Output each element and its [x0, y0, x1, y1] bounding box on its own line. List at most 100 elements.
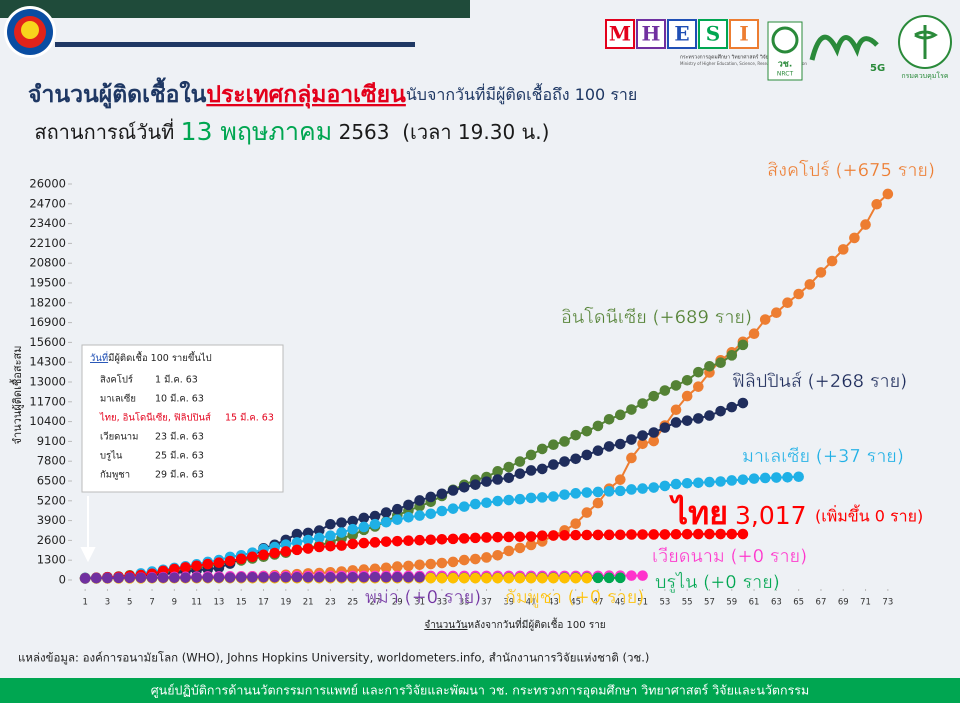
x-tick-label: 57: [704, 598, 715, 608]
top-line: [55, 42, 415, 47]
y-tick-label: 2600: [37, 533, 66, 547]
x-tick-label: 35: [459, 598, 470, 608]
data-point: [280, 546, 292, 557]
data-point: [191, 560, 202, 572]
data-point: [380, 536, 392, 547]
data-point: [592, 497, 604, 509]
data-point: [559, 572, 570, 584]
data-point: [213, 572, 225, 583]
data-point: [626, 570, 637, 581]
x-tick-label: 29: [392, 598, 403, 608]
x-tick-label: 25: [347, 598, 358, 608]
data-point: [79, 573, 91, 584]
y-tick-label: 13000: [29, 375, 66, 389]
data-point: [481, 552, 492, 563]
data-point: [492, 549, 503, 561]
data-point: [514, 456, 526, 467]
data-point: [637, 398, 648, 409]
data-point: [202, 558, 214, 570]
data-point: [693, 528, 704, 540]
x-tick-label: 51: [637, 598, 648, 608]
data-point: [614, 485, 626, 497]
data-point: [804, 279, 816, 290]
data-point: [157, 572, 169, 584]
data-point: [581, 529, 593, 541]
data-point: [659, 422, 671, 433]
data-point: [247, 551, 258, 563]
data-point: [759, 314, 771, 325]
y-axis-label: จำนวนผู้ติดเชื้อสะสม: [9, 346, 24, 445]
data-point: [614, 529, 626, 541]
data-point: [737, 528, 749, 540]
data-point: [559, 436, 570, 447]
subtitle-date: 13 พฤษภาคม: [181, 117, 333, 146]
data-point: [548, 530, 559, 541]
data-point: [614, 409, 626, 421]
data-point: [392, 561, 403, 572]
asean-logo: [4, 6, 56, 58]
x-tick-label: 45: [570, 598, 581, 608]
y-tick-label: 16900: [29, 315, 66, 329]
data-point: [693, 413, 704, 424]
data-point: [559, 489, 570, 500]
x-tick-label: 15: [236, 598, 247, 608]
data-point: [447, 485, 459, 496]
data-point: [548, 572, 559, 584]
data-point: [715, 405, 726, 417]
data-point: [693, 381, 704, 392]
x-tick-label: 53: [659, 598, 670, 608]
data-point: [392, 535, 403, 547]
data-point: [470, 532, 481, 544]
x-tick-label: 39: [503, 598, 514, 608]
data-point: [347, 523, 359, 535]
data-point: [146, 572, 158, 584]
data-point: [380, 571, 392, 583]
data-point: [291, 537, 303, 548]
series-label: อินโดนีเซีย (+689 ราย): [561, 306, 752, 328]
data-point: [704, 360, 715, 372]
data-point: [470, 479, 481, 490]
data-point: [347, 515, 359, 527]
series-label: พม่า (+0 ราย): [365, 587, 481, 608]
data-point: [525, 465, 537, 476]
title-highlight: ประเทศกลุ่มอาเซียน: [206, 82, 406, 109]
x-tick-label: 33: [436, 598, 447, 608]
data-point: [648, 482, 660, 493]
data-point: [425, 572, 437, 584]
data-point: [581, 572, 593, 584]
data-point: [726, 475, 738, 486]
data-point: [670, 528, 682, 540]
data-point: [637, 483, 648, 494]
data-point: [347, 538, 359, 550]
x-tick-label: 59: [726, 598, 737, 608]
data-point: [425, 491, 437, 503]
note-title-part: วันที่: [90, 351, 108, 364]
data-point: [247, 572, 258, 583]
data-point: [548, 439, 559, 451]
data-point: [626, 404, 637, 415]
data-point: [380, 516, 392, 528]
data-point: [458, 554, 470, 566]
data-point: [313, 541, 325, 553]
data-point: [358, 571, 370, 583]
x-axis-label: จำนวนวันหลังจากวันที่มีผู้ติดเชื้อ 100 ร…: [424, 617, 605, 631]
y-tick-label: 10400: [29, 414, 66, 428]
x-tick-label: 55: [682, 598, 693, 608]
logo-box: [605, 19, 635, 49]
x-tick-label: 11: [191, 598, 202, 608]
data-point: [637, 570, 648, 581]
note-box: วันที่มีผู้ติดเชื้อ 100 รายขึ้นไป สิงคโป…: [81, 344, 284, 493]
data-point: [570, 572, 581, 584]
x-tick-label: 61: [749, 598, 760, 608]
title: จำนวนผู้ติดเชื้อในประเทศกลุ่มอาเซียนนับจ…: [28, 77, 637, 109]
y-tick-label: 3900: [37, 513, 66, 527]
data-point: [347, 571, 359, 583]
note-date: 10 มี.ค. 63: [155, 393, 204, 405]
data-point: [325, 571, 336, 583]
data-point: [313, 571, 325, 583]
x-tick-label: 49: [615, 598, 626, 608]
data-point: [447, 556, 459, 568]
data-point: [603, 414, 615, 425]
data-point: [224, 572, 236, 583]
